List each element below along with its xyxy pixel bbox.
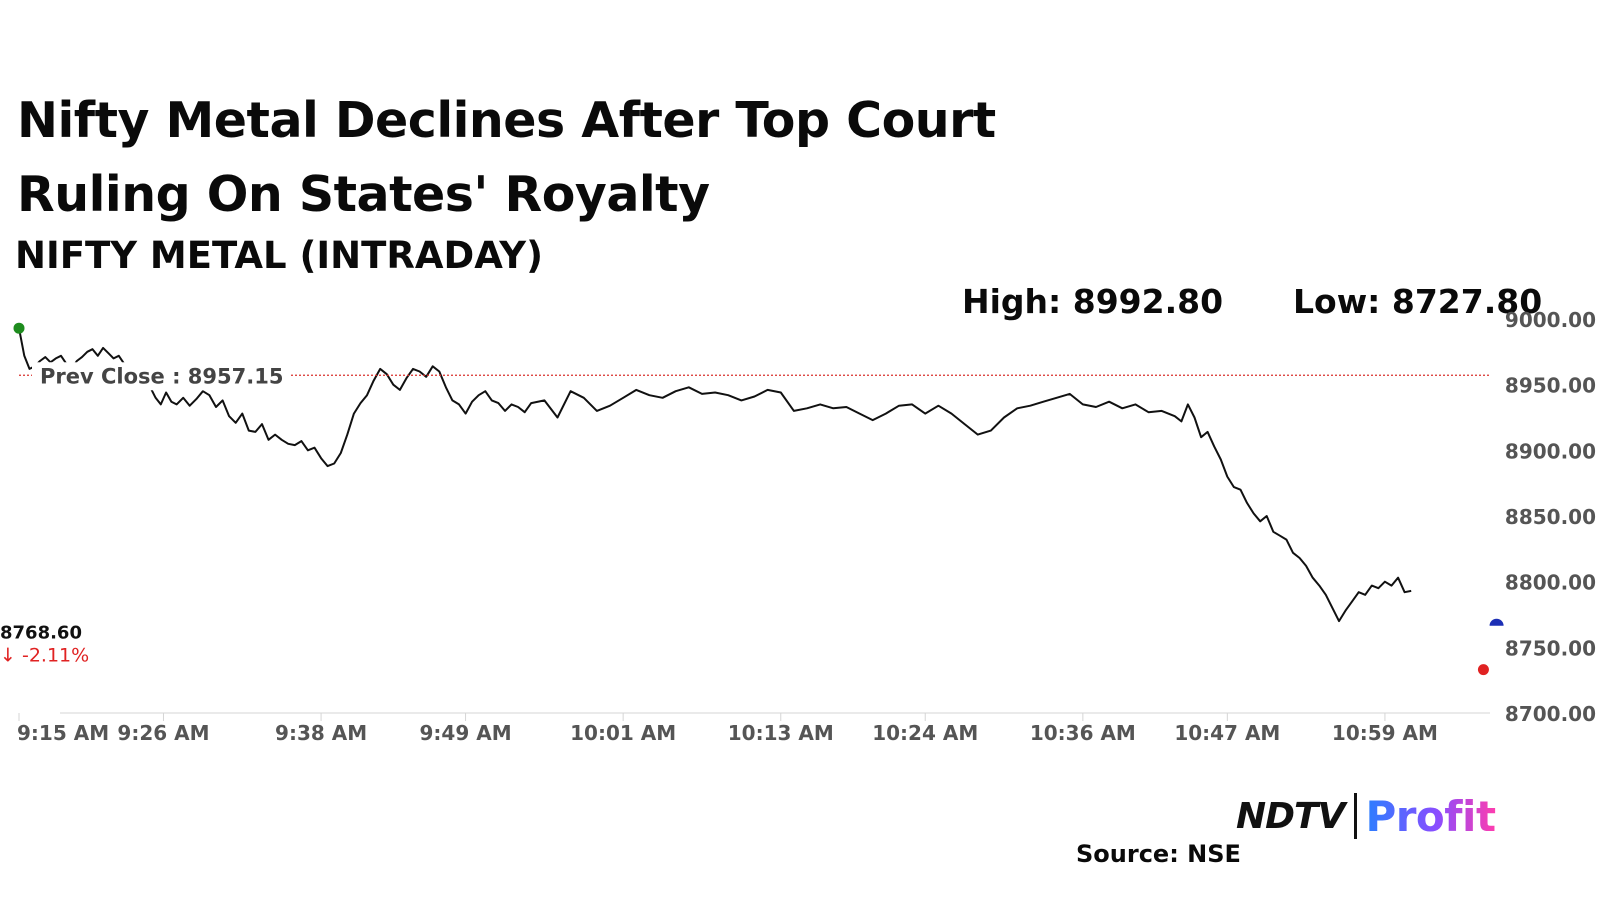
low-value: Low: 8727.80 xyxy=(1293,282,1543,321)
high-value: High: 8992.80 xyxy=(962,282,1224,321)
source-note: Source: NSE xyxy=(1076,840,1241,868)
x-tick-label: 10:36 AM xyxy=(1030,721,1136,745)
x-tick-label: 9:38 AM xyxy=(275,721,367,745)
x-tick-label: 10:47 AM xyxy=(1174,721,1280,745)
x-tick-label: 9:15 AM xyxy=(17,721,109,745)
prev-close-label-bg xyxy=(32,362,290,391)
start-marker xyxy=(13,322,25,334)
last-value-label: 8768.60 xyxy=(0,623,82,644)
x-tick-label: 10:59 AM xyxy=(1332,721,1438,745)
logo-ndtv-text: NDTV xyxy=(1236,795,1345,837)
ndtv-profit-logo: NDTV Profit xyxy=(1236,790,1496,842)
chart-axes: 9000.00 8950.00 8900.00 8850.00 8800.00 8750.… xyxy=(17,308,1596,745)
y-tick-label: 9000.00 xyxy=(1505,308,1596,332)
prev-close-group: Prev Close : 8957.15 xyxy=(19,362,1490,391)
logo-profit-text: Profit xyxy=(1365,791,1496,841)
x-tick-label: 10:01 AM xyxy=(570,721,676,745)
y-tick-label: 8700.00 xyxy=(1505,702,1596,726)
x-tick-label: 10:13 AM xyxy=(728,721,834,745)
series-group xyxy=(18,328,1412,623)
y-tick-label: 8850.00 xyxy=(1505,505,1596,529)
logo-divider xyxy=(1354,793,1358,839)
markers-group: 8768.60↓ -2.11% xyxy=(0,322,1504,676)
series-line xyxy=(18,328,1412,623)
chart-subtitle: NIFTY METAL (INTRADAY) xyxy=(15,234,543,277)
chart-title: Nifty Metal Declines After Top Court Rul… xyxy=(17,92,996,223)
x-tick-label: 10:24 AM xyxy=(872,721,978,745)
prev-close-label: Prev Close : 8957.15 xyxy=(40,364,283,388)
x-tick-label: 9:26 AM xyxy=(117,721,209,745)
y-tick-label: 8800.00 xyxy=(1505,571,1596,595)
y-tick-label: 8950.00 xyxy=(1505,374,1596,398)
y-tick-label: 8750.00 xyxy=(1505,636,1596,660)
x-tick-label: 9:49 AM xyxy=(420,721,512,745)
low-marker xyxy=(1477,664,1489,676)
change-label: ↓ -2.11% xyxy=(0,645,89,667)
y-tick-label: 8900.00 xyxy=(1505,439,1596,463)
last-marker xyxy=(1489,618,1504,626)
